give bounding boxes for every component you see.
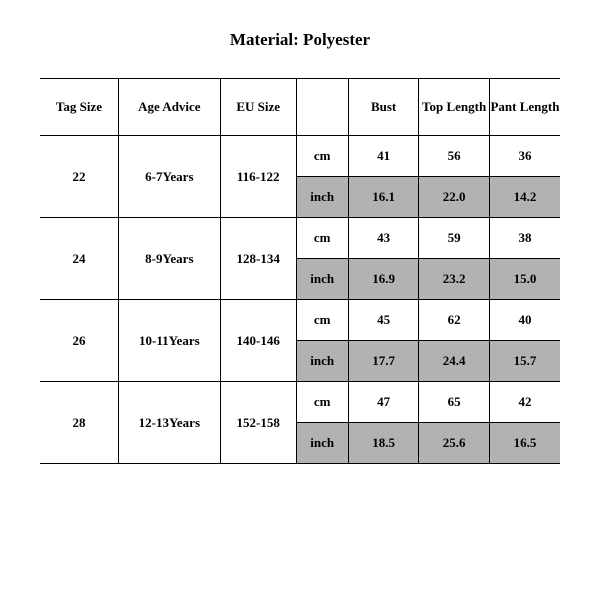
cell-bust: 17.7 xyxy=(348,341,419,382)
cell-unit-cm: cm xyxy=(296,136,348,177)
cell-top: 25.6 xyxy=(419,423,490,464)
cell-bust: 47 xyxy=(348,382,419,423)
cell-top: 22.0 xyxy=(419,177,490,218)
cell-tag: 26 xyxy=(40,300,118,382)
cell-unit-inch: inch xyxy=(296,423,348,464)
page-title: Material: Polyester xyxy=(40,30,560,50)
cell-pant: 15.0 xyxy=(489,259,560,300)
cell-bust: 18.5 xyxy=(348,423,419,464)
cell-eu: 152-158 xyxy=(220,382,296,464)
col-bust: Bust xyxy=(348,79,419,136)
cell-tag: 22 xyxy=(40,136,118,218)
cell-pant: 14.2 xyxy=(489,177,560,218)
table-header-row: Tag Size Age Advice EU Size Bust Top Len… xyxy=(40,79,560,136)
cell-pant: 36 xyxy=(489,136,560,177)
col-unit xyxy=(296,79,348,136)
cell-bust: 41 xyxy=(348,136,419,177)
cell-top: 59 xyxy=(419,218,490,259)
cell-age: 6-7Years xyxy=(118,136,220,218)
cell-unit-cm: cm xyxy=(296,300,348,341)
col-tag: Tag Size xyxy=(40,79,118,136)
table-row: 26 10-11Years 140-146 cm 45 62 40 xyxy=(40,300,560,341)
table-row: 24 8-9Years 128-134 cm 43 59 38 xyxy=(40,218,560,259)
cell-bust: 16.1 xyxy=(348,177,419,218)
cell-unit-cm: cm xyxy=(296,382,348,423)
col-pant: Pant Length xyxy=(489,79,560,136)
col-top: Top Length xyxy=(419,79,490,136)
size-table: Tag Size Age Advice EU Size Bust Top Len… xyxy=(40,78,560,464)
cell-top: 23.2 xyxy=(419,259,490,300)
cell-eu: 128-134 xyxy=(220,218,296,300)
cell-tag: 28 xyxy=(40,382,118,464)
cell-eu: 140-146 xyxy=(220,300,296,382)
cell-top: 62 xyxy=(419,300,490,341)
cell-pant: 16.5 xyxy=(489,423,560,464)
cell-age: 12-13Years xyxy=(118,382,220,464)
col-eu: EU Size xyxy=(220,79,296,136)
cell-age: 10-11Years xyxy=(118,300,220,382)
cell-tag: 24 xyxy=(40,218,118,300)
cell-top: 24.4 xyxy=(419,341,490,382)
table-row: 22 6-7Years 116-122 cm 41 56 36 xyxy=(40,136,560,177)
cell-eu: 116-122 xyxy=(220,136,296,218)
cell-age: 8-9Years xyxy=(118,218,220,300)
cell-unit-inch: inch xyxy=(296,177,348,218)
cell-unit-cm: cm xyxy=(296,218,348,259)
cell-pant: 15.7 xyxy=(489,341,560,382)
cell-unit-inch: inch xyxy=(296,259,348,300)
cell-bust: 45 xyxy=(348,300,419,341)
table-row: 28 12-13Years 152-158 cm 47 65 42 xyxy=(40,382,560,423)
cell-bust: 16.9 xyxy=(348,259,419,300)
cell-bust: 43 xyxy=(348,218,419,259)
cell-top: 56 xyxy=(419,136,490,177)
cell-pant: 42 xyxy=(489,382,560,423)
cell-top: 65 xyxy=(419,382,490,423)
cell-pant: 40 xyxy=(489,300,560,341)
col-age: Age Advice xyxy=(118,79,220,136)
cell-pant: 38 xyxy=(489,218,560,259)
cell-unit-inch: inch xyxy=(296,341,348,382)
